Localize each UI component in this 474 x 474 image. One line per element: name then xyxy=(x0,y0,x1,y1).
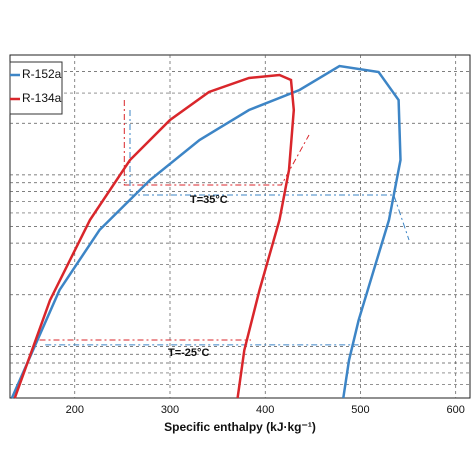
cycle-line xyxy=(45,110,410,346)
saturation-line xyxy=(13,73,296,399)
x-tick-label: 200 xyxy=(66,404,84,416)
x-axis-label: Specific enthalpy (kJ·kg⁻¹) xyxy=(164,420,316,434)
plot: 200 300 400 500 600 R-152a R-134a xyxy=(9,54,471,416)
legend-label: R-152a xyxy=(22,67,62,81)
legend-label: R-134a xyxy=(22,91,62,105)
annotation: T=-25°C xyxy=(168,347,209,359)
x-tick-label: 500 xyxy=(351,404,369,416)
x-tick-label: 300 xyxy=(161,404,179,416)
saturation-line xyxy=(10,64,402,399)
cycle-line xyxy=(39,100,310,341)
annotation: T=35°C xyxy=(190,194,228,206)
legend-box xyxy=(9,61,63,115)
x-tick-label: 600 xyxy=(447,404,465,416)
x-tick-label: 400 xyxy=(256,404,274,416)
legend: R-152a R-134a xyxy=(9,61,63,115)
